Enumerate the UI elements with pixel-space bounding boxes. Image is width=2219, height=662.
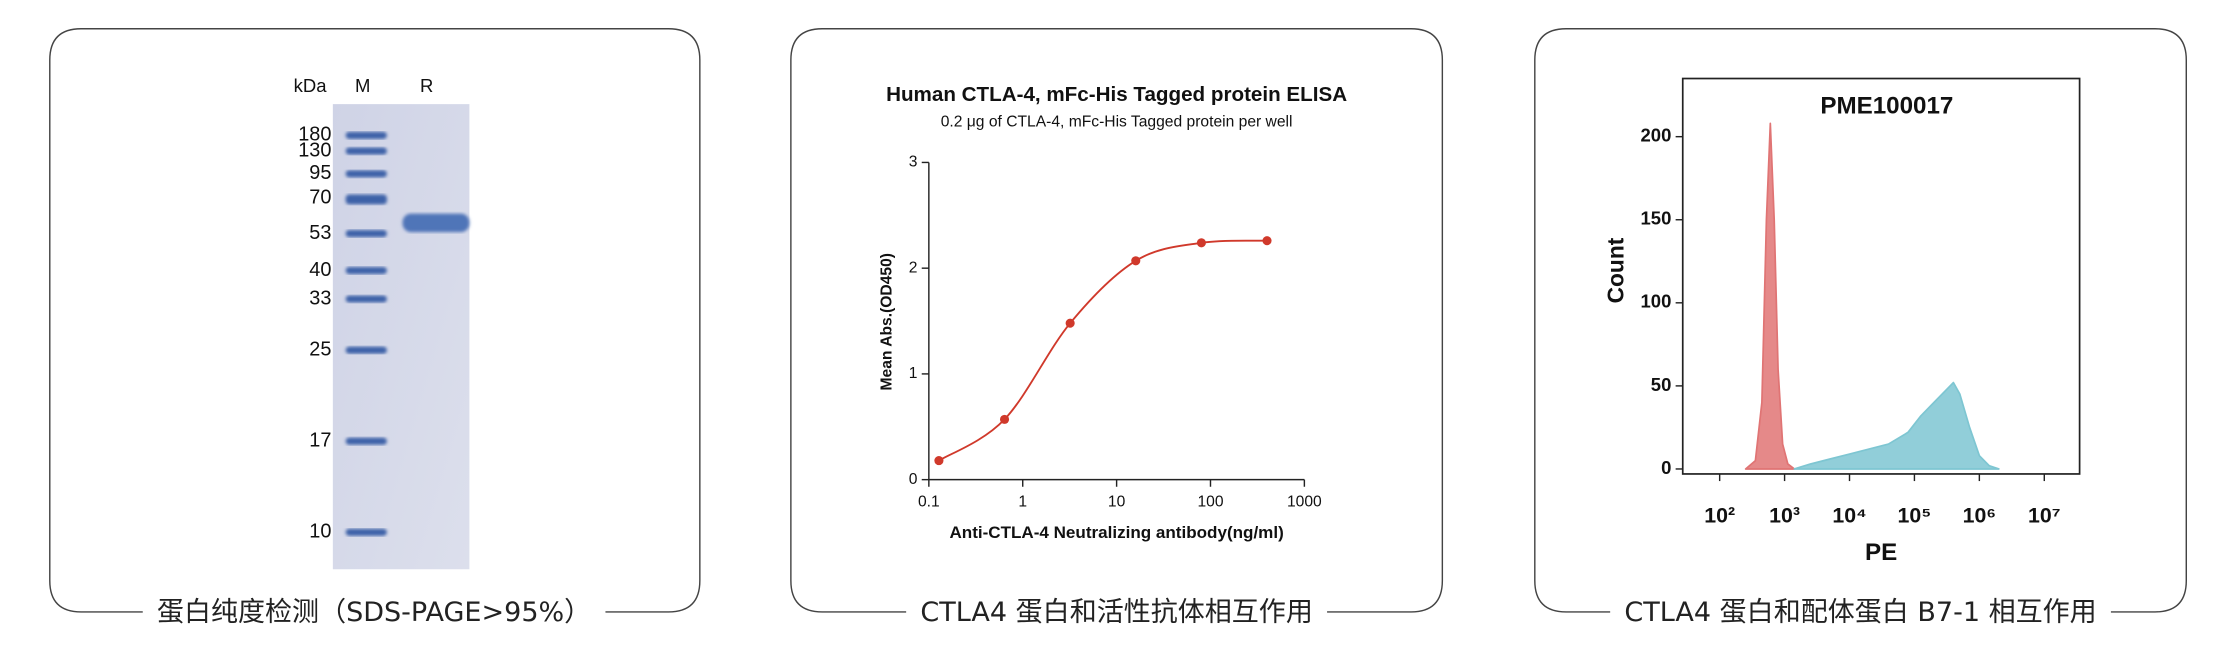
x-axis-label: PE [1865, 539, 1897, 566]
marker-label: 10 [309, 521, 331, 543]
y-tick-label: 3 [909, 154, 918, 171]
data-point [999, 414, 1010, 424]
marker-band [345, 528, 387, 536]
histogram-area [1793, 381, 2000, 470]
lane-label: R [420, 75, 433, 96]
marker-band [345, 346, 387, 354]
y-tick-label: 150 [1641, 208, 1672, 229]
curve [938, 239, 1268, 462]
x-tick-label: 10⁴ [1832, 503, 1866, 527]
lane-label: kDa [294, 75, 328, 96]
chart-subtitle: 0.2 μg of CTLA-4, mFc-His Tagged protein… [941, 114, 1293, 131]
y-tick-label: 1 [909, 365, 918, 382]
data-point [1262, 236, 1272, 246]
y-tick-label: 100 [1641, 291, 1672, 312]
x-axis-label: Anti-CTLA-4 Neutralizing antibody(ng/ml) [949, 523, 1283, 542]
sample-band [402, 213, 470, 233]
x-tick-label: 10⁶ [1963, 503, 1997, 527]
x-tick-label: 1000 [1287, 494, 1322, 511]
panel-border [1534, 28, 2187, 613]
marker-band [345, 194, 387, 205]
plot-frame [1681, 77, 2081, 475]
x-tick-label: 100 [1197, 494, 1223, 511]
marker-label: 130 [298, 139, 331, 161]
x-tick-label: 10³ [1769, 503, 1800, 527]
marker-label: 70 [309, 186, 331, 208]
x-tick-label: 10² [1704, 503, 1735, 527]
histogram-area [1744, 122, 1796, 470]
x-tick-label: 1 [1018, 494, 1027, 511]
marker-band [345, 295, 387, 303]
y-tick-label: 0 [909, 471, 918, 488]
y-tick-label: 0 [1661, 457, 1671, 478]
x-tick-label: 10⁷ [2028, 503, 2061, 527]
marker-band [345, 131, 387, 139]
caption: CTLA4 蛋白和配体蛋白 B7-1 相互作用 [1624, 597, 2096, 628]
chart-title: Human CTLA-4, mFc-His Tagged protein ELI… [886, 83, 1347, 106]
marker-label: 95 [309, 162, 331, 184]
marker-band [345, 230, 387, 238]
y-tick-label: 200 [1641, 125, 1672, 146]
chart-title: PME100017 [1820, 92, 1953, 119]
panel-border [790, 28, 1444, 613]
data-point [1196, 238, 1206, 248]
x-tick-label: 10 [1108, 494, 1126, 511]
lane-label: M [355, 75, 370, 96]
y-tick-label: 50 [1651, 374, 1672, 395]
marker-band [345, 437, 387, 445]
data-point [934, 456, 944, 466]
marker-label: 53 [309, 222, 331, 244]
marker-label: 180 [298, 124, 331, 146]
caption: 蛋白纯度检测（SDS-PAGE>95%） [157, 597, 591, 628]
marker-label: 25 [309, 338, 331, 360]
panel-border [49, 28, 701, 613]
marker-band [345, 266, 387, 275]
marker-band [345, 147, 387, 155]
data-point [1131, 256, 1141, 266]
y-axis-label: Count [1602, 237, 1628, 303]
marker-label: 40 [309, 259, 331, 281]
data-point [1065, 318, 1075, 328]
marker-band [345, 170, 387, 178]
y-tick-label: 2 [909, 259, 918, 276]
y-axis-label: Mean Abs.(OD450) [879, 253, 896, 390]
x-tick-label: 0.1 [918, 494, 940, 511]
caption: CTLA4 蛋白和活性抗体相互作用 [920, 597, 1312, 628]
x-tick-label: 10⁵ [1898, 503, 1932, 527]
marker-label: 17 [309, 430, 331, 452]
marker-label: 33 [309, 287, 331, 309]
gel-image [332, 104, 470, 570]
